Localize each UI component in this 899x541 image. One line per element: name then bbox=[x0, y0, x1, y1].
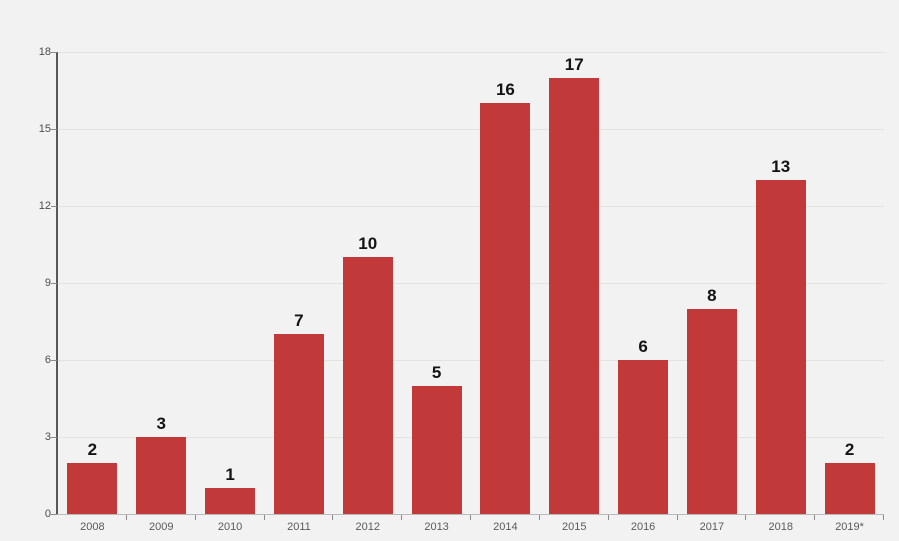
x-axis-tick bbox=[538, 515, 540, 520]
x-axis-tick bbox=[745, 515, 747, 520]
bar-value-label: 6 bbox=[638, 337, 648, 356]
bar-slot: 10 bbox=[333, 52, 402, 514]
bar-slot: 5 bbox=[402, 52, 471, 514]
x-axis-label: 2019* bbox=[835, 521, 864, 533]
x-axis-label: 2018 bbox=[768, 521, 793, 533]
x-axis-tick bbox=[883, 515, 884, 520]
bar-slot: 3 bbox=[127, 52, 196, 514]
x-axis-tick bbox=[607, 515, 609, 520]
x-axis-tick bbox=[194, 515, 196, 520]
bar-value-label: 7 bbox=[294, 311, 304, 331]
bar-value-label: 1 bbox=[225, 465, 235, 485]
y-axis-tick bbox=[51, 437, 57, 438]
gridline bbox=[58, 437, 884, 438]
x-axis-tick bbox=[814, 515, 816, 520]
x-axis-tick bbox=[125, 515, 127, 520]
bar bbox=[136, 437, 187, 514]
bar-value-label: 13 bbox=[771, 157, 791, 177]
y-axis-tick bbox=[51, 52, 57, 53]
bar bbox=[480, 103, 531, 514]
y-axis-tick bbox=[51, 129, 57, 130]
bar-slot: 2 bbox=[58, 52, 127, 514]
bar bbox=[342, 257, 393, 514]
x-axis-tick bbox=[401, 515, 403, 520]
x-axis-label: 2017 bbox=[699, 521, 725, 533]
bar-slot: 7 bbox=[265, 52, 334, 514]
bar bbox=[755, 180, 806, 514]
gridline bbox=[58, 129, 884, 130]
bar-slot: 8 bbox=[678, 52, 747, 514]
x-axis-label: 2012 bbox=[355, 521, 380, 533]
x-axis-label: 2016 bbox=[630, 521, 656, 533]
bar bbox=[549, 77, 600, 514]
bar-slot: 13 bbox=[746, 52, 815, 514]
bar bbox=[273, 334, 324, 514]
bar bbox=[686, 308, 737, 514]
x-axis-label: 2009 bbox=[149, 521, 174, 533]
y-axis-tick-label: 15 bbox=[38, 123, 51, 135]
bar-value-label: 10 bbox=[358, 234, 378, 254]
bar-value-label: 16 bbox=[495, 80, 515, 100]
bar-value-label: 3 bbox=[156, 414, 166, 433]
x-axis-tick bbox=[676, 515, 678, 520]
y-axis-tick-label: 18 bbox=[38, 46, 51, 58]
bar-value-label: 17 bbox=[564, 54, 584, 74]
y-axis-tick-label: 0 bbox=[44, 508, 51, 520]
y-axis-tick-label: 12 bbox=[38, 200, 51, 212]
x-axis-line bbox=[57, 514, 884, 515]
bar bbox=[67, 462, 118, 514]
gridline bbox=[58, 52, 884, 53]
bar-slot: 6 bbox=[609, 52, 678, 514]
bar-slot: 1 bbox=[196, 52, 265, 514]
bar-slot: 2 bbox=[815, 52, 884, 514]
x-axis-label: 2010 bbox=[217, 521, 243, 533]
bar bbox=[205, 488, 256, 514]
y-axis-tick bbox=[51, 514, 57, 515]
bar bbox=[618, 360, 669, 514]
y-axis-tick-label: 3 bbox=[44, 431, 51, 443]
x-axis-label: 2013 bbox=[424, 521, 449, 533]
x-axis-tick bbox=[470, 515, 471, 520]
y-axis-line bbox=[56, 52, 58, 515]
y-axis-tick-label: 9 bbox=[44, 277, 51, 289]
y-axis-tick bbox=[51, 206, 57, 207]
x-axis-tick bbox=[332, 515, 334, 520]
bar-value-label: 5 bbox=[431, 362, 442, 382]
bar-value-label: 2 bbox=[87, 439, 98, 459]
x-axis-label: 2014 bbox=[493, 521, 518, 533]
bar-slot: 17 bbox=[540, 52, 609, 514]
gridline bbox=[58, 360, 884, 361]
bar-value-label: 2 bbox=[844, 439, 855, 459]
bar bbox=[824, 462, 875, 514]
bar bbox=[411, 385, 462, 514]
plot-area: 2 3 1 7 10 5 16 17 6 8 13 2 bbox=[58, 52, 884, 514]
gridline bbox=[58, 206, 884, 207]
x-axis-tick bbox=[263, 515, 265, 520]
x-axis-label: 2008 bbox=[80, 521, 105, 533]
x-axis-label: 2011 bbox=[287, 521, 311, 533]
y-axis-tick bbox=[51, 360, 57, 361]
gridline bbox=[58, 283, 884, 284]
bar-slot: 16 bbox=[471, 52, 540, 514]
bar-value-label: 8 bbox=[707, 285, 717, 305]
y-axis-tick bbox=[51, 283, 57, 284]
y-axis-tick-label: 6 bbox=[44, 354, 51, 366]
x-axis-label: 2015 bbox=[562, 521, 587, 533]
